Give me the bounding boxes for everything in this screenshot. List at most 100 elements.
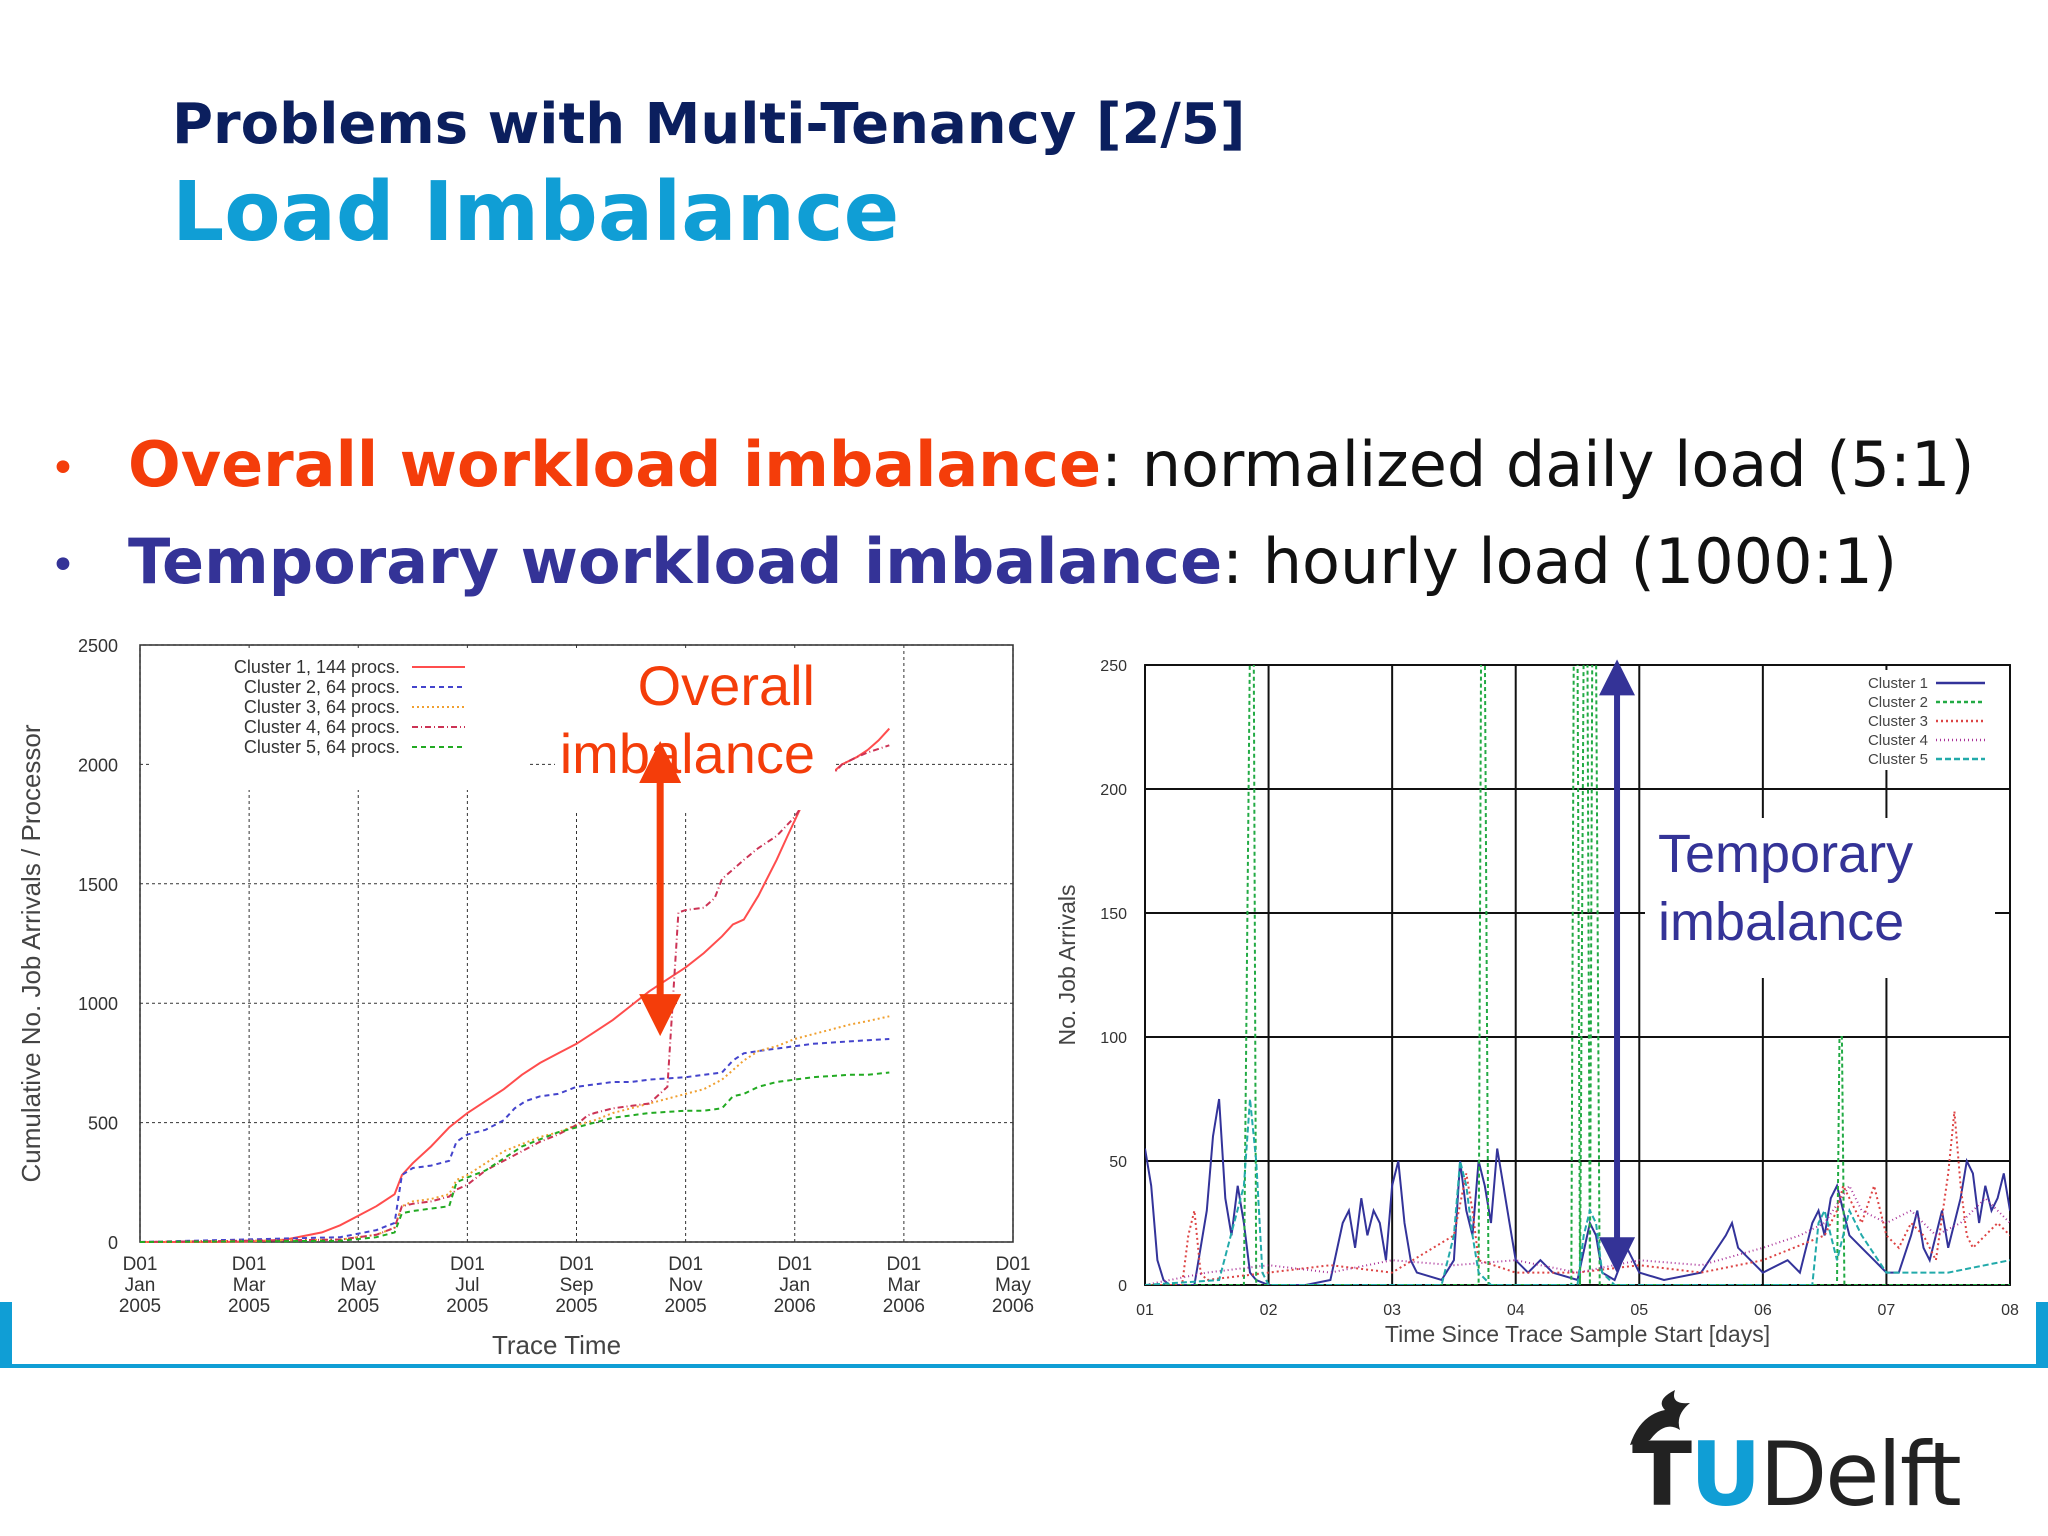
legend-box [150,650,528,790]
legend-label: Cluster 5 [1868,751,1928,768]
flame-icon [1630,1390,1690,1445]
x-tick-label: Nov [669,1275,703,1296]
y-tick-label: 0 [108,1233,118,1253]
x-axis-label: Time Since Trace Sample Start [days] [1385,1321,1770,1347]
x-axis-label: Trace Time [492,1330,621,1360]
cumulative-arrivals-chart: 0 500 1000 1500 2000 2500 D01 Jan 2005 D01 Mar 2005… [0,625,1040,1360]
hourly-arrivals-svg: 0 50 100 150 200 250 01 02 03 04 05 06 07 08 Time Sinc… [1054,658,2019,1347]
x-tick-label: Sep [560,1275,594,1296]
x-tick-label: 2005 [119,1296,161,1317]
y-axis-label: Cumulative No. Job Arrivals / Processor [16,724,46,1182]
x-tick-label: 2005 [446,1296,488,1317]
series-line [1145,1098,2010,1285]
x-tick-label: 03 [1383,1302,1401,1319]
legend-box [1845,670,2005,770]
y-tick-label: 1500 [78,875,118,895]
x-tick-label: Jan [779,1275,810,1296]
x-tick-label: 01 [1136,1302,1154,1319]
x-tick-label: D01 [886,1254,921,1275]
x-tick-label: Mar [233,1275,266,1296]
x-tick-label: 04 [1507,1302,1525,1319]
series-line [1145,1111,2010,1285]
x-tick-label: D01 [341,1254,376,1275]
x-tick-label: D01 [668,1254,703,1275]
logo-wordmark: TUDelft [1632,1423,1962,1526]
series-line [139,1071,890,1243]
footer-right-accent [2036,1302,2048,1366]
legend-label: Cluster 1 [1868,675,1928,692]
annotation-bg [1645,818,1995,978]
legend-label: Cluster 3 [1868,713,1928,730]
x-tick-label: 2006 [992,1296,1034,1317]
series-line [139,744,890,1243]
series-line [1145,665,2010,1285]
x-tick-label: 2006 [883,1296,925,1317]
y-tick-label: 200 [1100,782,1127,799]
bullet-dot: • [50,540,76,592]
y-tick-label: 150 [1100,906,1127,923]
annotation-text: imbalance [1658,892,1904,952]
x-tick-label: 05 [1630,1302,1648,1319]
y-tick-label: 2500 [78,636,118,656]
annotation-text: Overall [638,654,815,717]
x-tick-label: 2006 [774,1296,816,1317]
hourly-arrivals-chart: 0 50 100 150 200 250 01 02 03 04 05 06 07 08 Time Sinc… [1040,640,2040,1365]
x-tick-label: Mar [888,1275,921,1296]
logo-delft: Delft [1759,1423,1962,1526]
annotation-text: imbalance [560,722,815,785]
series-line [1145,1098,2010,1285]
bullet-text: : normalized daily load (5:1) [1101,428,1975,501]
y-axis-label: No. Job Arrivals [1054,884,1080,1045]
y-tick-label: 500 [88,1114,118,1134]
x-tick-label: D01 [450,1254,485,1275]
slide-subtitle: Load Imbalance [172,165,900,260]
x-tick-label: 08 [2001,1302,2019,1319]
footer-divider [0,1364,2048,1368]
x-tick-label: 2005 [337,1296,379,1317]
x-tick-label: 06 [1754,1302,1772,1319]
x-tick-label: 2005 [664,1296,706,1317]
x-tick-label: D01 [123,1254,158,1275]
x-tick-label: 07 [1878,1302,1896,1319]
y-tick-label: 1000 [78,994,118,1014]
x-tick-label: 2005 [555,1296,597,1317]
legend-label: Cluster 2, 64 procs. [244,677,400,697]
bullet-highlight: Temporary workload imbalance [128,525,1223,598]
legend-label: Cluster 5, 64 procs. [244,737,400,757]
annotation-bg [555,650,835,810]
bullet-overall: • Overall workload imbalance: normalized … [50,428,1975,501]
footer-left-accent [0,1302,12,1366]
bullet-temporary: • Temporary workload imbalance: hourly lo… [50,525,1897,598]
y-tick-label: 250 [1100,658,1127,675]
series-line [139,1015,890,1243]
slide-title: Problems with Multi-Tenancy [2/5] [172,92,1246,157]
y-tick-label: 2000 [78,755,118,775]
bullet-dot: • [50,443,76,495]
y-tick-label: 100 [1100,1030,1127,1047]
x-tick-label: D01 [777,1254,812,1275]
x-tick-label: Jul [455,1275,479,1296]
x-tick-label: 02 [1260,1302,1278,1319]
series-line [1145,1183,2010,1285]
series-group [1145,665,2010,1285]
legend-label: Cluster 4, 64 procs. [244,717,400,737]
series-line [139,1038,890,1243]
legend-label: Cluster 1, 144 procs. [234,657,400,677]
annotation-text: Temporary [1658,824,1913,884]
x-tick-label: Jan [125,1275,156,1296]
legend-label: Cluster 3, 64 procs. [244,697,400,717]
logo-u: U [1690,1423,1761,1526]
legend-label: Cluster 4 [1868,732,1928,749]
cumulative-arrivals-svg: 05001000150020002500D01Jan2005D01Mar2005… [16,636,1034,1360]
y-tick-label: 0 [1118,1278,1127,1295]
legend-label: Cluster 2 [1868,694,1928,711]
y-tick-label: 50 [1109,1154,1127,1171]
bullet-highlight: Overall workload imbalance [128,428,1102,501]
tudelft-logo: TUDelft [1560,1385,1962,1526]
x-tick-label: D01 [232,1254,267,1275]
x-tick-label: May [340,1275,376,1296]
logo-t: T [1632,1423,1692,1526]
x-tick-label: 2005 [228,1296,270,1317]
x-tick-label: D01 [559,1254,594,1275]
x-tick-label: May [995,1275,1031,1296]
